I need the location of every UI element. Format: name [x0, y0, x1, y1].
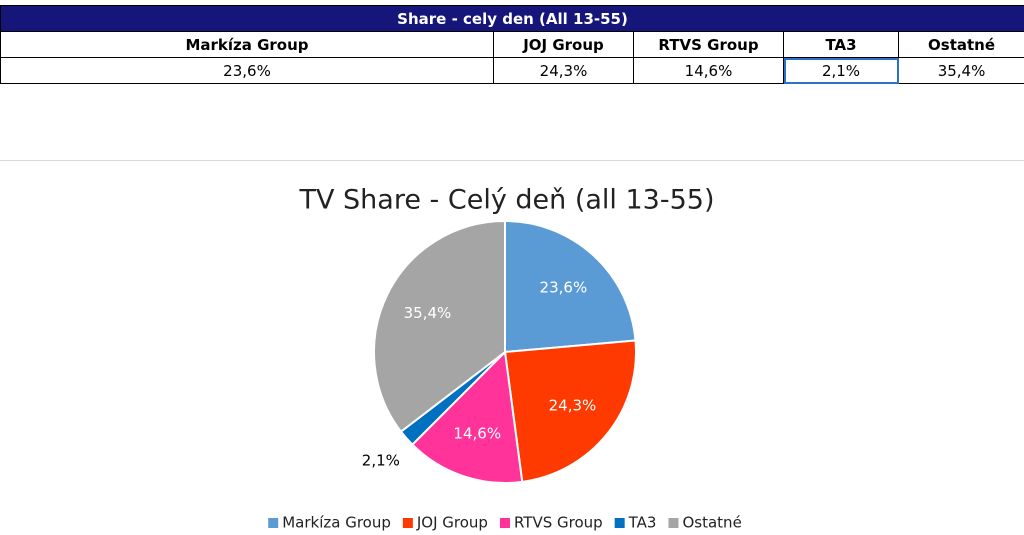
legend-swatch — [499, 518, 510, 528]
pie-slice[interactable] — [373, 219, 506, 434]
legend-swatch — [614, 518, 625, 528]
value-cell[interactable]: 35,4% — [897, 57, 1024, 84]
data-label: 35,4% — [404, 304, 452, 322]
chart: TV Share - Celý deň (all 13-55) 23,6% 24,… — [268, 185, 742, 532]
header-cell[interactable]: TA3 — [783, 31, 899, 58]
legend-swatch — [268, 518, 279, 528]
data-label: 2,1% — [362, 451, 400, 469]
legend-swatch — [668, 518, 679, 528]
header-cell[interactable]: RTVS Group — [633, 31, 784, 58]
pie-slice[interactable] — [410, 349, 524, 484]
separator — [0, 160, 1024, 161]
value-cell[interactable]: 24,3% — [493, 57, 634, 84]
legend-label[interactable]: JOJ Group — [416, 514, 488, 532]
legend-label[interactable]: Ostatné — [682, 514, 741, 532]
header-cell[interactable]: Ostatné — [897, 31, 1024, 58]
legend-label[interactable]: Markíza Group — [282, 514, 391, 532]
legend-label[interactable]: RTVS Group — [514, 514, 603, 532]
header-cell[interactable]: Markíza Group — [0, 31, 494, 58]
value-cell[interactable]: 23,6% — [0, 57, 494, 84]
pie-slice[interactable] — [504, 219, 637, 354]
data-label: 14,6% — [453, 424, 501, 442]
header-cell[interactable]: JOJ Group — [493, 31, 634, 58]
pie-slice[interactable] — [503, 339, 637, 483]
legend-swatch — [402, 518, 413, 528]
table-title: Share - cely den (All 13-55) — [0, 5, 1024, 32]
legend-label[interactable]: TA3 — [628, 514, 657, 532]
value-cell[interactable]: 14,6% — [633, 57, 784, 84]
value-cell[interactable]: 2,1% — [783, 57, 899, 84]
chart-title: TV Share - Celý deň (all 13-55) — [299, 185, 715, 216]
data-label: 23,6% — [540, 279, 588, 297]
data-label: 24,3% — [549, 397, 597, 415]
share-table: Share - cely den (All 13-55) Markíza Gro… — [0, 5, 1024, 84]
